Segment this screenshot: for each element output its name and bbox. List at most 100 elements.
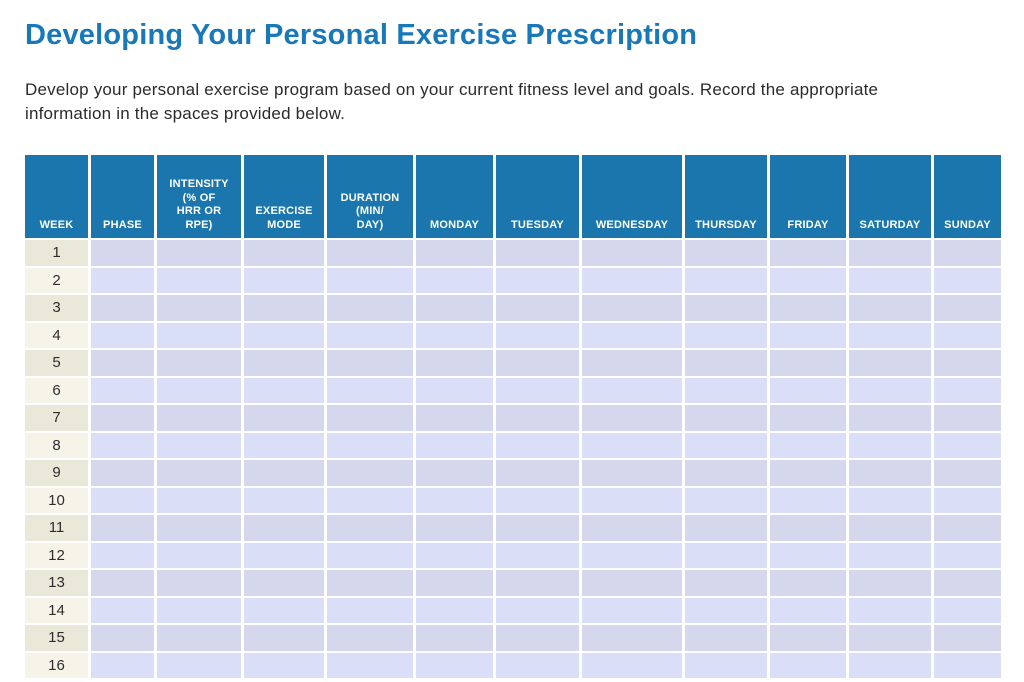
week-number-cell: 11 xyxy=(25,515,88,541)
entry-cell-tuesday-week-2 xyxy=(496,267,579,293)
entry-cell-intensity-week-15 xyxy=(157,625,241,651)
entry-cell-tuesday-week-3 xyxy=(496,295,579,321)
week-number-cell: 5 xyxy=(25,350,88,376)
column-header-intensity: INTENSITY (% OF HRR OR RPE) xyxy=(157,155,241,238)
entry-cell-intensity-week-13 xyxy=(157,570,241,596)
entry-cell-saturday-week-4 xyxy=(849,322,931,348)
column-header-monday: MONDAY xyxy=(416,155,493,238)
entry-cell-monday-week-12 xyxy=(416,542,493,568)
entry-cell-thursday-week-12 xyxy=(685,542,767,568)
entry-cell-sunday-week-11 xyxy=(934,515,1001,541)
entry-cell-exercise-mode-week-14 xyxy=(244,597,324,623)
entry-cell-phase-week-12 xyxy=(91,542,154,568)
entry-cell-duration-week-7 xyxy=(327,405,413,431)
entry-cell-exercise-mode-week-16 xyxy=(244,652,324,678)
entry-cell-monday-week-10 xyxy=(416,487,493,513)
entry-cell-tuesday-week-14 xyxy=(496,597,579,623)
week-number-cell: 2 xyxy=(25,267,88,293)
entry-cell-sunday-week-5 xyxy=(934,350,1001,376)
entry-cell-tuesday-week-16 xyxy=(496,652,579,678)
column-header-phase: PHASE xyxy=(91,155,154,238)
column-header-saturday: SATURDAY xyxy=(849,155,931,238)
entry-cell-friday-week-14 xyxy=(770,597,846,623)
entry-cell-intensity-week-16 xyxy=(157,652,241,678)
entry-cell-monday-week-1 xyxy=(416,240,493,266)
entry-cell-sunday-week-3 xyxy=(934,295,1001,321)
week-number-cell: 8 xyxy=(25,432,88,458)
entry-cell-friday-week-13 xyxy=(770,570,846,596)
column-header-duration: DURATION (MIN/ DAY) xyxy=(327,155,413,238)
entry-cell-exercise-mode-week-8 xyxy=(244,432,324,458)
entry-cell-monday-week-9 xyxy=(416,460,493,486)
entry-cell-saturday-week-14 xyxy=(849,597,931,623)
entry-cell-duration-week-14 xyxy=(327,597,413,623)
entry-cell-friday-week-3 xyxy=(770,295,846,321)
entry-cell-sunday-week-9 xyxy=(934,460,1001,486)
entry-cell-intensity-week-8 xyxy=(157,432,241,458)
entry-cell-saturday-week-3 xyxy=(849,295,931,321)
entry-cell-duration-week-16 xyxy=(327,652,413,678)
entry-cell-exercise-mode-week-1 xyxy=(244,240,324,266)
entry-cell-friday-week-15 xyxy=(770,625,846,651)
entry-cell-intensity-week-6 xyxy=(157,377,241,403)
entry-cell-saturday-week-5 xyxy=(849,350,931,376)
entry-cell-wednesday-week-7 xyxy=(582,405,682,431)
entry-cell-exercise-mode-week-6 xyxy=(244,377,324,403)
entry-cell-phase-week-14 xyxy=(91,597,154,623)
entry-cell-monday-week-16 xyxy=(416,652,493,678)
entry-cell-phase-week-13 xyxy=(91,570,154,596)
entry-cell-tuesday-week-4 xyxy=(496,322,579,348)
entry-cell-tuesday-week-12 xyxy=(496,542,579,568)
entry-cell-saturday-week-11 xyxy=(849,515,931,541)
entry-cell-friday-week-11 xyxy=(770,515,846,541)
entry-cell-saturday-week-2 xyxy=(849,267,931,293)
entry-cell-phase-week-5 xyxy=(91,350,154,376)
entry-cell-thursday-week-4 xyxy=(685,322,767,348)
entry-cell-sunday-week-12 xyxy=(934,542,1001,568)
entry-cell-tuesday-week-10 xyxy=(496,487,579,513)
entry-cell-wednesday-week-13 xyxy=(582,570,682,596)
entry-cell-friday-week-9 xyxy=(770,460,846,486)
entry-cell-phase-week-9 xyxy=(91,460,154,486)
entry-cell-wednesday-week-15 xyxy=(582,625,682,651)
entry-cell-thursday-week-2 xyxy=(685,267,767,293)
entry-cell-saturday-week-1 xyxy=(849,240,931,266)
entry-cell-thursday-week-10 xyxy=(685,487,767,513)
entry-cell-saturday-week-7 xyxy=(849,405,931,431)
entry-cell-monday-week-2 xyxy=(416,267,493,293)
entry-cell-friday-week-7 xyxy=(770,405,846,431)
entry-cell-saturday-week-16 xyxy=(849,652,931,678)
week-number-cell: 6 xyxy=(25,377,88,403)
entry-cell-intensity-week-10 xyxy=(157,487,241,513)
entry-cell-wednesday-week-9 xyxy=(582,460,682,486)
entry-cell-phase-week-2 xyxy=(91,267,154,293)
entry-cell-sunday-week-14 xyxy=(934,597,1001,623)
entry-cell-saturday-week-6 xyxy=(849,377,931,403)
entry-cell-sunday-week-7 xyxy=(934,405,1001,431)
entry-cell-sunday-week-6 xyxy=(934,377,1001,403)
entry-cell-thursday-week-1 xyxy=(685,240,767,266)
week-number-cell: 3 xyxy=(25,295,88,321)
entry-cell-duration-week-3 xyxy=(327,295,413,321)
entry-cell-tuesday-week-11 xyxy=(496,515,579,541)
entry-cell-friday-week-4 xyxy=(770,322,846,348)
entry-cell-monday-week-3 xyxy=(416,295,493,321)
entry-cell-sunday-week-10 xyxy=(934,487,1001,513)
entry-cell-exercise-mode-week-11 xyxy=(244,515,324,541)
column-header-thursday: THURSDAY xyxy=(685,155,767,238)
entry-cell-saturday-week-15 xyxy=(849,625,931,651)
entry-cell-monday-week-11 xyxy=(416,515,493,541)
entry-cell-phase-week-15 xyxy=(91,625,154,651)
entry-cell-exercise-mode-week-7 xyxy=(244,405,324,431)
entry-cell-sunday-week-4 xyxy=(934,322,1001,348)
column-header-week: WEEK xyxy=(25,155,88,238)
entry-cell-thursday-week-14 xyxy=(685,597,767,623)
entry-cell-tuesday-week-5 xyxy=(496,350,579,376)
entry-cell-intensity-week-2 xyxy=(157,267,241,293)
entry-cell-saturday-week-13 xyxy=(849,570,931,596)
entry-cell-monday-week-13 xyxy=(416,570,493,596)
entry-cell-exercise-mode-week-2 xyxy=(244,267,324,293)
column-header-sunday: SUNDAY xyxy=(934,155,1001,238)
entry-cell-wednesday-week-4 xyxy=(582,322,682,348)
week-number-cell: 9 xyxy=(25,460,88,486)
